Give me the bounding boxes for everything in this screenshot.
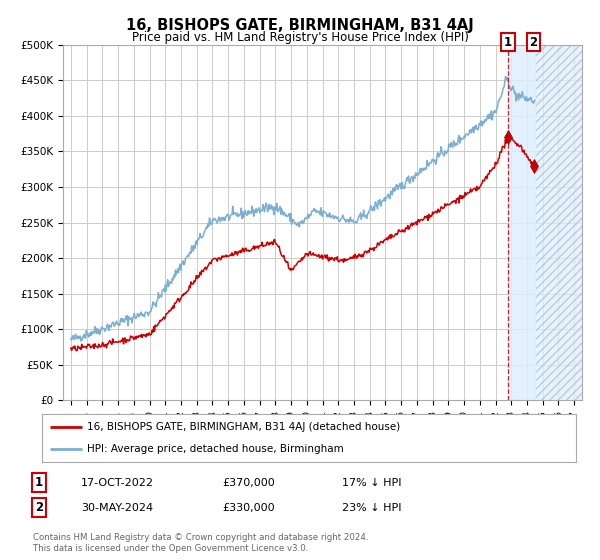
Text: 2: 2 [35, 501, 43, 515]
Text: HPI: Average price, detached house, Birmingham: HPI: Average price, detached house, Birm… [88, 444, 344, 454]
Text: 23% ↓ HPI: 23% ↓ HPI [342, 503, 401, 513]
Text: £330,000: £330,000 [222, 503, 275, 513]
Bar [508, 45, 535, 400]
Text: Contains HM Land Registry data © Crown copyright and database right 2024.
This d: Contains HM Land Registry data © Crown c… [33, 533, 368, 553]
Text: 16, BISHOPS GATE, BIRMINGHAM, B31 4AJ: 16, BISHOPS GATE, BIRMINGHAM, B31 4AJ [126, 18, 474, 33]
Text: £370,000: £370,000 [222, 478, 275, 488]
Text: 1: 1 [35, 476, 43, 489]
Text: 1: 1 [504, 35, 512, 49]
Text: Price paid vs. HM Land Registry's House Price Index (HPI): Price paid vs. HM Land Registry's House … [131, 31, 469, 44]
Text: 2: 2 [529, 35, 538, 49]
Text: 16, BISHOPS GATE, BIRMINGHAM, B31 4AJ (detached house): 16, BISHOPS GATE, BIRMINGHAM, B31 4AJ (d… [88, 422, 401, 432]
Text: 30-MAY-2024: 30-MAY-2024 [81, 503, 153, 513]
Text: 17-OCT-2022: 17-OCT-2022 [81, 478, 154, 488]
Text: 17% ↓ HPI: 17% ↓ HPI [342, 478, 401, 488]
